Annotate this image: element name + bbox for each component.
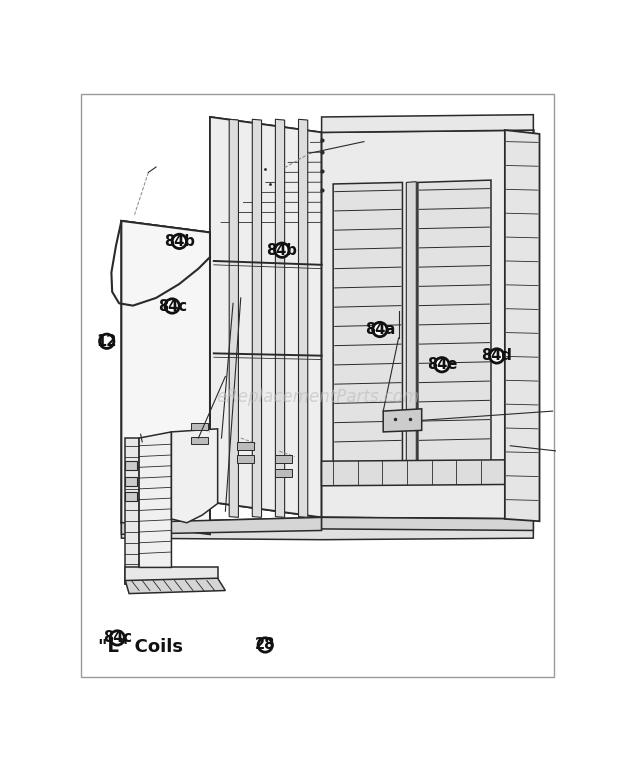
- Polygon shape: [275, 119, 285, 517]
- Polygon shape: [125, 568, 218, 584]
- Text: eReplacementParts.com: eReplacementParts.com: [216, 388, 419, 406]
- Text: 84b: 84b: [164, 234, 195, 249]
- Polygon shape: [122, 517, 322, 534]
- Polygon shape: [125, 477, 137, 486]
- Polygon shape: [237, 442, 254, 449]
- Polygon shape: [322, 517, 533, 530]
- Polygon shape: [125, 438, 139, 584]
- Circle shape: [258, 638, 272, 652]
- Polygon shape: [122, 221, 210, 534]
- Polygon shape: [505, 130, 539, 521]
- Polygon shape: [322, 130, 533, 519]
- Polygon shape: [322, 459, 533, 486]
- Polygon shape: [122, 221, 210, 534]
- Polygon shape: [275, 455, 293, 462]
- Polygon shape: [172, 429, 218, 523]
- Polygon shape: [322, 114, 533, 132]
- Polygon shape: [122, 517, 533, 539]
- Polygon shape: [237, 455, 254, 462]
- Circle shape: [490, 349, 504, 363]
- Polygon shape: [383, 409, 422, 432]
- Polygon shape: [418, 180, 491, 464]
- Circle shape: [435, 358, 449, 372]
- Circle shape: [275, 243, 289, 257]
- Polygon shape: [210, 117, 322, 517]
- Circle shape: [373, 322, 387, 336]
- Polygon shape: [210, 130, 533, 330]
- Polygon shape: [210, 117, 322, 517]
- Text: 12: 12: [97, 333, 117, 349]
- Circle shape: [100, 334, 114, 349]
- Polygon shape: [275, 468, 293, 477]
- Polygon shape: [125, 578, 225, 594]
- Text: 84c: 84c: [157, 298, 187, 314]
- Polygon shape: [191, 436, 208, 444]
- Polygon shape: [191, 423, 208, 430]
- Polygon shape: [139, 432, 172, 568]
- Polygon shape: [406, 182, 416, 464]
- Polygon shape: [125, 492, 137, 501]
- Circle shape: [110, 631, 125, 645]
- Text: 84b: 84b: [267, 243, 298, 258]
- Circle shape: [172, 234, 187, 249]
- Polygon shape: [125, 461, 137, 471]
- Text: "L" Coils: "L" Coils: [99, 638, 184, 655]
- Polygon shape: [252, 119, 262, 517]
- Polygon shape: [122, 130, 533, 334]
- Text: 84d: 84d: [481, 349, 512, 363]
- Text: 84a: 84a: [365, 322, 395, 337]
- Text: 84c: 84c: [103, 630, 131, 645]
- Text: 28: 28: [255, 638, 275, 652]
- Polygon shape: [333, 182, 402, 462]
- Circle shape: [165, 299, 179, 313]
- Polygon shape: [229, 119, 239, 517]
- Text: 84e: 84e: [427, 357, 457, 372]
- Polygon shape: [298, 119, 308, 517]
